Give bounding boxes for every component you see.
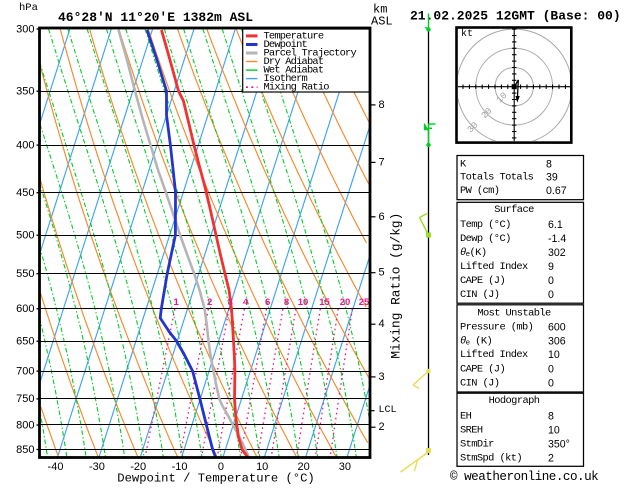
svg-text:0: 0 xyxy=(548,378,554,390)
svg-text:10: 10 xyxy=(548,349,560,361)
svg-text:46°28'N 11°20'E 1382m ASL: 46°28'N 11°20'E 1382m ASL xyxy=(58,10,253,25)
svg-text:3: 3 xyxy=(379,371,385,383)
svg-text:750: 750 xyxy=(16,393,34,405)
svg-text:10: 10 xyxy=(548,425,560,437)
svg-text:5: 5 xyxy=(379,267,385,279)
svg-text:θe(K): θe(K) xyxy=(460,247,486,259)
svg-text:0: 0 xyxy=(548,289,554,301)
svg-text:10: 10 xyxy=(298,297,309,308)
svg-text:2: 2 xyxy=(379,421,385,433)
svg-text:Temperature: Temperature xyxy=(264,30,324,42)
svg-text:30: 30 xyxy=(339,461,351,473)
svg-text:650: 650 xyxy=(16,336,34,348)
svg-text:4: 4 xyxy=(243,297,249,308)
svg-text:850: 850 xyxy=(16,444,34,456)
svg-text:0.67: 0.67 xyxy=(546,185,567,197)
svg-text:3: 3 xyxy=(228,297,233,308)
svg-text:600: 600 xyxy=(16,303,34,315)
svg-text:Totals Totals: Totals Totals xyxy=(460,171,534,183)
svg-text:302: 302 xyxy=(548,247,566,259)
svg-text:0: 0 xyxy=(548,275,554,287)
svg-text:K: K xyxy=(460,158,467,170)
svg-text:Most Unstable: Most Unstable xyxy=(477,308,551,320)
svg-text:450: 450 xyxy=(16,187,34,199)
svg-text:Lifted Index: Lifted Index xyxy=(460,349,528,361)
svg-text:21.02.2025 12GMT (Base: 00): 21.02.2025 12GMT (Base: 00) xyxy=(410,9,621,24)
svg-text:350: 350 xyxy=(16,86,34,98)
svg-text:-20: -20 xyxy=(130,461,146,473)
svg-text:25: 25 xyxy=(359,297,370,308)
svg-text:10: 10 xyxy=(256,461,268,473)
svg-text:Wet Adiabat: Wet Adiabat xyxy=(264,65,324,77)
svg-text:EH: EH xyxy=(460,411,472,423)
svg-text:700: 700 xyxy=(16,365,34,377)
svg-text:CAPE (J): CAPE (J) xyxy=(460,275,505,287)
svg-text:400: 400 xyxy=(16,139,34,151)
svg-text:800: 800 xyxy=(16,419,34,431)
svg-text:hPa: hPa xyxy=(19,2,38,14)
svg-text:1: 1 xyxy=(174,297,180,308)
svg-text:8: 8 xyxy=(284,297,289,308)
svg-text:Dry Adiabat: Dry Adiabat xyxy=(264,56,324,68)
svg-text:2: 2 xyxy=(548,453,554,465)
svg-text:Hodograph: Hodograph xyxy=(489,395,540,407)
svg-text:StmDir: StmDir xyxy=(460,439,494,451)
svg-text:SREH: SREH xyxy=(460,425,483,437)
svg-text:-1.4: -1.4 xyxy=(548,233,566,245)
svg-text:Pressure (mb): Pressure (mb) xyxy=(460,321,533,333)
svg-text:306: 306 xyxy=(548,335,566,347)
svg-text:Lifted Index: Lifted Index xyxy=(460,261,528,273)
svg-text:ASL: ASL xyxy=(371,15,393,29)
svg-text:6: 6 xyxy=(265,297,270,308)
svg-text:CIN (J): CIN (J) xyxy=(460,289,499,301)
svg-text:350°: 350° xyxy=(548,439,570,451)
svg-text:8: 8 xyxy=(379,99,385,111)
svg-text:Surface: Surface xyxy=(494,204,534,216)
svg-text:© weatheronline.co.uk: © weatheronline.co.uk xyxy=(450,470,598,484)
svg-text:Mixing Ratio (g/kg): Mixing Ratio (g/kg) xyxy=(389,213,404,359)
svg-text:9: 9 xyxy=(548,261,554,273)
svg-text:300: 300 xyxy=(16,23,34,35)
svg-text:-10: -10 xyxy=(172,461,188,473)
svg-text:CIN (J): CIN (J) xyxy=(460,378,499,390)
svg-text:km: km xyxy=(373,3,387,17)
svg-text:CAPE (J): CAPE (J) xyxy=(460,364,505,376)
svg-text:-30: -30 xyxy=(89,461,105,473)
svg-text:Isotherm: Isotherm xyxy=(264,73,308,85)
svg-text:-40: -40 xyxy=(48,461,64,473)
svg-text:Dewpoint: Dewpoint xyxy=(264,39,308,51)
svg-text:PW (cm): PW (cm) xyxy=(460,185,499,197)
svg-text:8: 8 xyxy=(548,411,554,423)
svg-text:θe (K): θe (K) xyxy=(460,335,492,347)
svg-text:Dewpoint / Temperature (°C): Dewpoint / Temperature (°C) xyxy=(117,472,314,486)
svg-text:Dewp (°C): Dewp (°C) xyxy=(460,233,511,245)
svg-text:0: 0 xyxy=(548,364,554,376)
svg-text:600: 600 xyxy=(548,321,566,333)
svg-text:StmSpd (kt): StmSpd (kt) xyxy=(460,453,522,465)
svg-text:7: 7 xyxy=(379,156,385,168)
svg-text:8: 8 xyxy=(546,158,552,170)
svg-text:Temp (°C): Temp (°C) xyxy=(460,219,511,231)
svg-text:39: 39 xyxy=(546,171,558,183)
svg-text:500: 500 xyxy=(16,230,34,242)
svg-text:15: 15 xyxy=(319,297,330,308)
svg-text:4: 4 xyxy=(379,318,385,330)
svg-text:2: 2 xyxy=(207,297,212,308)
svg-text:6: 6 xyxy=(379,211,385,223)
svg-text:Mixing Ratio: Mixing Ratio xyxy=(264,82,330,94)
svg-text:20: 20 xyxy=(340,297,351,308)
svg-text:LCL: LCL xyxy=(379,405,397,416)
svg-text:550: 550 xyxy=(16,268,34,280)
svg-text:Parcel Trajectory: Parcel Trajectory xyxy=(264,48,357,60)
svg-text:6.1: 6.1 xyxy=(548,219,563,231)
svg-text:0: 0 xyxy=(218,461,224,473)
svg-text:kt: kt xyxy=(461,28,473,40)
svg-text:20: 20 xyxy=(297,461,309,473)
